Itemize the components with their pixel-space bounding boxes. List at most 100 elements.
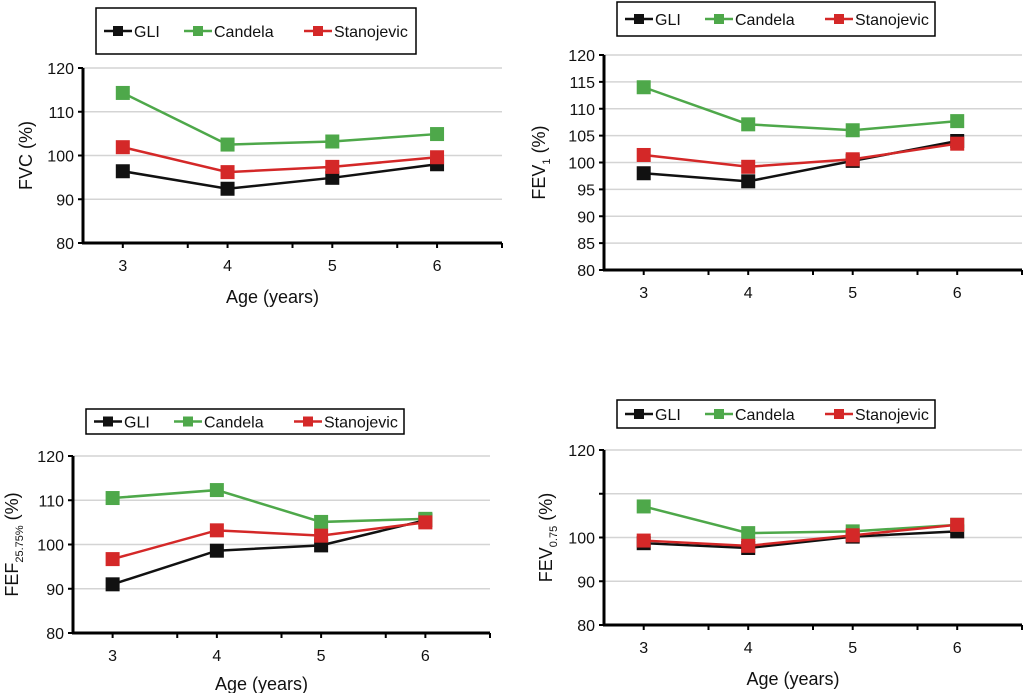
legend-marker-stanojevic [303,416,313,427]
series-line-stanojevic [643,523,958,548]
data-point-stanojevic [418,515,433,530]
x-tick-label: 3 [108,648,117,665]
data-point-stanojevic [636,147,651,162]
series-line-gli [112,518,426,586]
y-tick-label: 90 [46,582,64,599]
x-axis-title: Age (years) [215,674,308,693]
data-point-candela [636,499,651,514]
y-axis-title: FEV0.75 (%) [536,493,560,582]
x-tick-label: 5 [328,258,337,275]
x-tick-label: 4 [744,285,753,302]
y-tick-label: 90 [577,209,595,226]
x-tick-label: 3 [639,285,648,302]
y-axis-title-unit: (%) [16,121,36,154]
legend-item-candela: Candela [174,415,264,432]
x-axis-title: Age (years) [226,287,319,307]
data-point-candela [220,137,235,152]
y-tick-label: 120 [47,61,74,78]
legend-item-gli: GLI [625,407,681,424]
data-point-stanojevic [845,528,860,543]
y-axis-title-main: FVC [16,154,36,190]
legend-label: GLI [655,12,681,29]
legend: GLI Candela Stanojevic [616,399,936,429]
data-point-candela [115,85,130,100]
y-tick-label: 100 [37,538,64,555]
legend-box [616,399,936,429]
data-point-candela [325,134,340,149]
series-line-stanojevic [112,521,426,561]
data-point-stanojevic [220,165,235,180]
legend-item-gli: GLI [94,415,150,432]
data-point-stanojevic [741,159,756,174]
series-line-stanojevic [122,145,438,174]
y-tick-label: 110 [38,493,64,510]
legend-marker-candela [183,416,193,427]
legend-label: Candela [735,407,795,424]
legend-marker-gli [634,409,644,419]
series-candela [105,483,433,529]
x-tick-label: 3 [639,640,648,657]
y-tick-label: 90 [577,574,595,591]
series-line-gli [122,163,438,191]
legend-item-stanojevic: Stanojevic [294,415,398,432]
series-stanojevic [636,136,965,174]
x-tick-label: 6 [953,640,962,657]
series-line-gli [643,530,958,550]
y-tick-label: 110 [48,105,74,122]
x-tick-label: 4 [744,640,753,657]
y-tick-label: 80 [577,618,595,635]
y-axis-title-subscript: 25.75% [14,525,26,563]
y-tick-label: 90 [56,192,74,209]
y-tick-label: 85 [577,236,595,253]
series-candela [115,85,445,152]
y-axis-title-main: FEV [529,165,549,200]
series-line-candela [122,91,438,146]
data-point-candela [741,117,756,132]
legend-item-stanojevic: Stanojevic [304,24,408,41]
legend-label: GLI [124,415,150,432]
legend-item-gli: GLI [104,24,160,41]
y-tick-label: 100 [568,156,595,173]
data-point-stanojevic [950,517,965,532]
data-point-stanojevic [314,528,329,543]
legend-label: Stanojevic [334,24,408,41]
data-point-stanojevic [209,523,224,538]
data-point-gli [220,181,235,196]
series-stanojevic [115,140,445,180]
legend: GLI Candela Stanojevic [85,408,405,435]
data-point-gli [325,170,340,185]
y-tick-label: 80 [577,263,595,280]
data-point-stanojevic [430,150,445,165]
series-stanojevic [105,515,433,567]
data-point-gli [105,577,120,592]
data-point-candela [950,114,965,129]
data-point-stanojevic [105,552,120,567]
legend-item-gli: GLI [625,12,681,29]
legend-marker-candela [193,26,203,36]
legend-label: Candela [204,415,264,432]
x-tick-label: 4 [212,648,221,665]
chart-panel-fvc: 80 90 100 110 120 3 4 5 6 Age (years) FVC (%) GLI Ca… [16,7,503,307]
data-point-stanojevic [115,140,130,155]
x-tick-label: 6 [421,648,430,665]
legend-box [616,1,936,37]
y-tick-label: 100 [47,149,74,166]
legend-label: Stanojevic [855,12,929,29]
legend-marker-stanojevic [313,26,323,36]
series-line-stanojevic [643,142,958,169]
data-point-candela [636,80,651,95]
y-axis-title-subscript: 1 [541,158,553,164]
legend-item-stanojevic: Stanojevic [825,12,929,29]
legend-marker-stanojevic [834,409,844,419]
chart-panel-fev1: 80 85 90 95 100 105 110 115 120 3 4 5 6 FEV1 (%) GLI Ca… [529,1,1023,302]
x-tick-label: 6 [433,258,442,275]
legend-label: Stanojevic [855,407,929,424]
data-point-candela [314,514,329,529]
data-point-gli [636,166,651,181]
data-point-candela [209,483,224,498]
series-line-candela [643,505,958,535]
data-point-candela [105,491,120,506]
legend-box [95,7,417,55]
legend-label: Stanojevic [324,415,398,432]
